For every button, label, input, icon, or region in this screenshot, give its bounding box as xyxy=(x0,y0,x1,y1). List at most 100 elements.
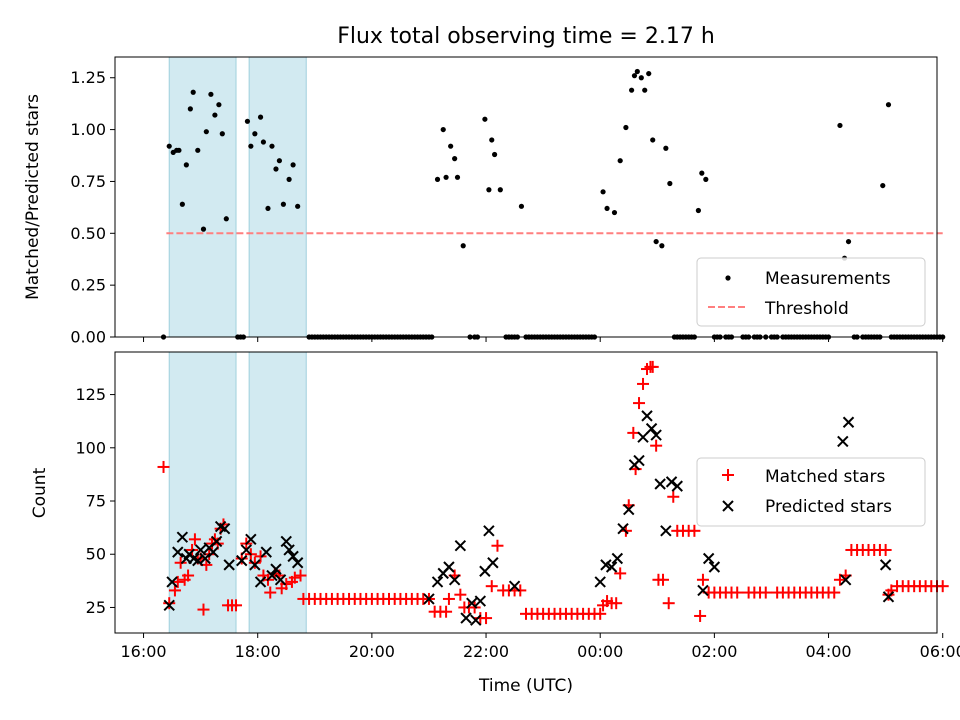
predicted-star-point xyxy=(623,503,635,516)
measurement-point xyxy=(452,156,458,162)
measurement-point xyxy=(631,73,638,79)
predicted-star-point xyxy=(882,591,895,603)
measurement-point xyxy=(183,162,189,168)
measurement-point xyxy=(880,182,886,189)
measurement-point xyxy=(208,91,214,97)
x-tick-label: 22:00 xyxy=(463,642,509,661)
predicted-star-point xyxy=(466,597,478,609)
predicted-star-point xyxy=(210,535,223,548)
matched-legend-label: Matched stars xyxy=(765,467,885,487)
predicted-star-point xyxy=(654,478,666,490)
predicted-star-point xyxy=(697,584,709,597)
predicted-star-point xyxy=(283,544,295,556)
predicted-star-point xyxy=(266,569,278,582)
measurement-point xyxy=(434,176,441,182)
measurement-point xyxy=(203,129,209,135)
measurement-point xyxy=(290,162,296,168)
matched-star-point xyxy=(442,592,455,605)
measurement-point xyxy=(885,102,892,108)
top-panel: 0.00 0.25 0.50 0.75 1.00 1.25 Flux total obse… xyxy=(23,24,946,347)
matched-star-point xyxy=(491,539,504,552)
matched-star-point xyxy=(627,426,640,439)
matched-star-point xyxy=(694,609,707,622)
measurement-point xyxy=(195,147,201,153)
measurement-point xyxy=(248,143,254,149)
predicted-star-point xyxy=(172,546,184,558)
matched-star-point xyxy=(667,490,680,503)
matched-star-point xyxy=(174,556,187,569)
matched-star-point xyxy=(614,567,627,580)
top-legend-box xyxy=(696,257,926,327)
measurement-point xyxy=(497,187,503,193)
matched-star-point xyxy=(594,607,607,620)
measurement-point xyxy=(276,158,282,164)
bottom-y-tick-label: 125 xyxy=(75,385,106,404)
measurement-point xyxy=(492,151,498,158)
matched-star-point xyxy=(188,533,201,546)
measurement-point xyxy=(269,143,275,149)
matched-star-point xyxy=(163,597,176,610)
top-ticks: 0.00 0.25 0.50 0.75 1.00 1.25 xyxy=(70,68,944,347)
measurement-point xyxy=(489,137,495,143)
measurement-point xyxy=(845,238,852,245)
predicted-star-point xyxy=(474,595,487,607)
measurement-point xyxy=(638,75,644,81)
measurement-point xyxy=(600,189,606,195)
top-y-tick-label: 0.25 xyxy=(70,276,106,295)
measurement-point xyxy=(212,112,218,118)
chart-title: Flux total observing time = 2.17 h xyxy=(337,24,715,49)
predicted-star-point xyxy=(249,559,261,571)
matched-star-point xyxy=(230,599,243,612)
matched-star-point xyxy=(662,597,675,610)
predicted-star-point xyxy=(645,422,658,435)
predicted-star-point xyxy=(483,525,495,537)
predicted-star-point xyxy=(274,574,287,586)
measurement-point xyxy=(629,87,635,93)
bottom-ticks: 16:00 18:00 20:00 22:00 00:00 02:00 04:00 06:00… xyxy=(75,385,960,661)
bottom-y-tick-label: 100 xyxy=(75,438,106,457)
measurement-point xyxy=(190,89,196,95)
shaded-interval xyxy=(248,351,307,634)
measurement-point xyxy=(695,207,701,214)
predicted-star-point xyxy=(879,559,892,571)
predicted-star-point xyxy=(460,612,472,624)
predicted-star-point xyxy=(287,550,299,563)
measurement-point xyxy=(699,170,705,176)
measurement-point xyxy=(286,176,292,182)
measurement-point xyxy=(703,176,709,182)
measurement-point xyxy=(252,131,258,137)
measurement-point xyxy=(940,334,946,340)
predicted-star-point xyxy=(443,561,455,573)
matched-star-point xyxy=(936,580,949,593)
predicted-star-point xyxy=(702,552,715,565)
predicted-star-point xyxy=(270,563,282,575)
predicted-star-point xyxy=(291,557,304,569)
predicted-star-point xyxy=(166,576,178,588)
matched-star-point xyxy=(485,580,498,593)
measurement-point xyxy=(448,143,454,149)
predicted-star-point xyxy=(280,535,292,548)
predicted-star-point xyxy=(641,410,653,422)
measurement-point xyxy=(219,131,225,137)
predicted-star-point xyxy=(448,574,461,586)
bottom-legend-box xyxy=(696,457,926,527)
matched-star-point xyxy=(731,586,744,599)
predicted-star-point xyxy=(637,431,649,443)
predicted-star-point xyxy=(423,593,435,605)
measurement-point xyxy=(642,87,648,93)
matched-star-point xyxy=(480,612,493,625)
x-axis-label: Time (UTC) xyxy=(478,676,573,696)
predicted-legend-marker xyxy=(722,500,734,512)
matched-star-point xyxy=(264,586,277,599)
top-axes-frame xyxy=(114,56,938,338)
predicted-star-point xyxy=(665,476,678,488)
predicted-stars-series xyxy=(163,410,895,626)
predicted-star-point xyxy=(223,559,235,571)
predicted-star-point xyxy=(617,522,629,535)
measurement-point xyxy=(604,205,610,212)
x-tick-label: 04:00 xyxy=(805,642,851,661)
matched-star-point xyxy=(182,569,195,582)
measurement-point xyxy=(260,139,267,145)
measurement-point xyxy=(663,145,669,151)
